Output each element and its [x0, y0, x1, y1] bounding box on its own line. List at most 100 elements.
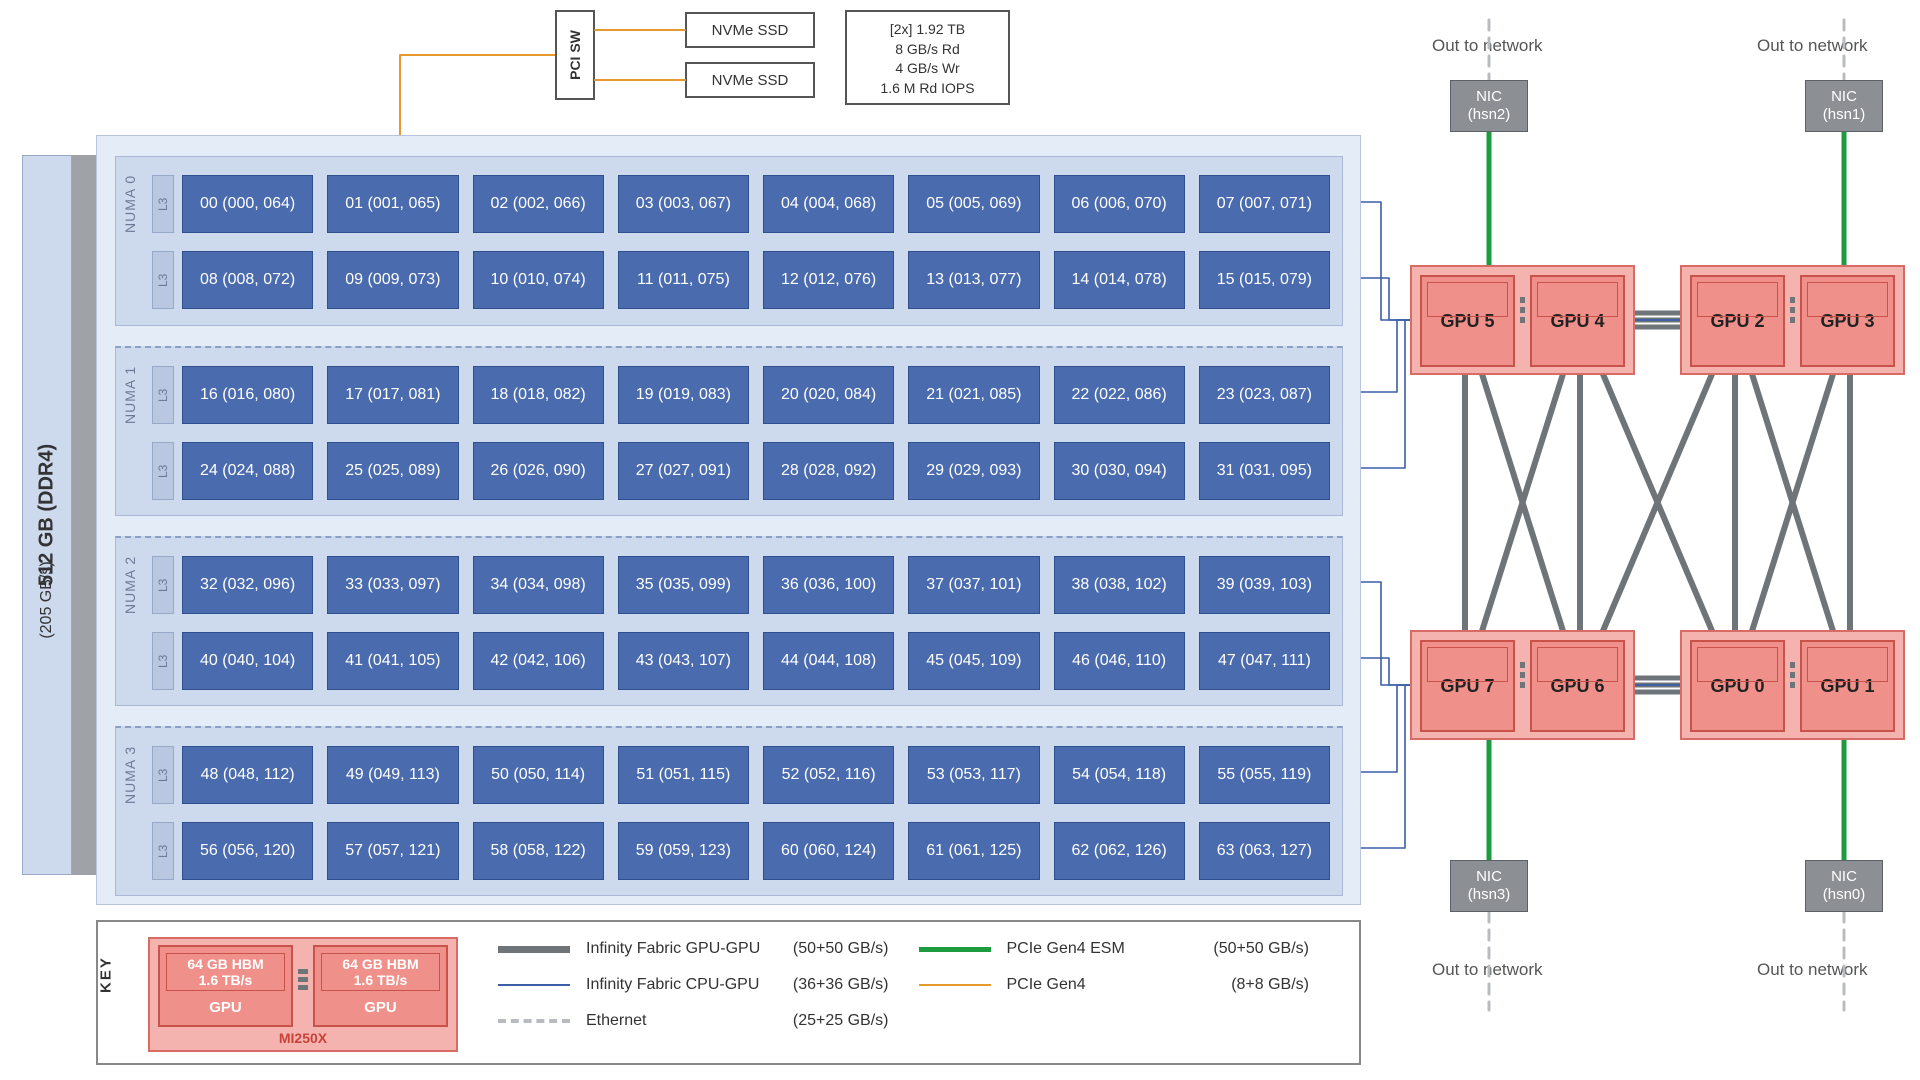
gpu-pair-tl: GPU 5 GPU 4 — [1410, 265, 1635, 375]
core-row: 48 (048, 112)49 (049, 113)50 (050, 114)5… — [182, 746, 1330, 804]
gpu-die: GPU 0 — [1690, 640, 1785, 732]
core-row: 16 (016, 080)17 (017, 081) 18 (018, 082)1… — [182, 366, 1330, 424]
cpu-core: 47 (047, 111) — [1199, 632, 1330, 690]
core-row: 56 (056, 120)57 (057, 121)58 (058, 122)5… — [182, 822, 1330, 880]
cpu-core: 00 (000, 064) — [182, 175, 313, 233]
cpu-core: 34 (034, 098) — [473, 556, 604, 614]
gpu-die: GPU 3 — [1800, 275, 1895, 367]
cpu-core: 02 (002, 066) — [473, 175, 604, 233]
gpu-die: GPU 4 — [1530, 275, 1625, 367]
cpu-core: 52 (052, 116) — [763, 746, 894, 804]
cpu-core: 60 (060, 124) — [763, 822, 894, 880]
core-row: 00 (000, 064)01 (001, 065)02 (002, 066)0… — [182, 175, 1330, 233]
cpu-core: 43 (043, 107) — [618, 632, 749, 690]
nic-hsn0: NIC(hsn0) — [1805, 860, 1883, 912]
cpu-core: 40 (040, 104) — [182, 632, 313, 690]
legend-items: Infinity Fabric GPU-GPU(50+50 GB/s) PCIe… — [498, 940, 1339, 1030]
cpu-core: 04 (004, 068) — [763, 175, 894, 233]
cpu-core: 22 (022, 086) — [1054, 366, 1185, 424]
cpu-core: 35 (035, 099) — [618, 556, 749, 614]
cpu-core: 31 (031, 095) — [1199, 442, 1330, 500]
cpu-core: 10 (010, 074) — [473, 251, 604, 309]
cpu-core: 16 (016, 080) — [182, 366, 313, 424]
numa-0: NUMA 0L300 (000, 064)01 (001, 065)02 (00… — [115, 156, 1343, 326]
l3-cache: L3 — [152, 556, 174, 614]
cpu-core: 49 (049, 113) — [327, 746, 458, 804]
legend: KEY 64 GB HBM1.6 TB/s GPU 64 GB HBM1.6 T… — [96, 920, 1361, 1065]
cpu-core: 44 (044, 108) — [763, 632, 894, 690]
ssd-specs: [2x] 1.92 TB 8 GB/s Rd 4 GB/s Wr 1.6 M R… — [845, 10, 1010, 105]
cpu-core: 45 (045, 109) — [908, 632, 1039, 690]
gpu-pair-bl: GPU 7 GPU 6 — [1410, 630, 1635, 740]
cpu-core: 38 (038, 102) — [1054, 556, 1185, 614]
cpu-core: 24 (024, 088) — [182, 442, 313, 500]
nic-hsn2: NIC(hsn2) — [1450, 80, 1528, 132]
core-row: 40 (040, 104)41 (041, 105)42 (042, 106)4… — [182, 632, 1330, 690]
cpu-core: 25 (025, 089) — [327, 442, 458, 500]
cpu-core: 63 (063, 127) — [1199, 822, 1330, 880]
cpu-core: 28 (028, 092) — [763, 442, 894, 500]
l3-cache: L3 — [152, 632, 174, 690]
gpu-die: GPU 7 — [1420, 640, 1515, 732]
network-label: Out to network — [1757, 960, 1868, 980]
network-label: Out to network — [1432, 960, 1543, 980]
nvme-ssd-0: NVMe SSD — [685, 12, 815, 48]
numa-2: NUMA 2L332 (032, 096)33 (033, 097)34 (03… — [115, 536, 1343, 706]
legend-row: Infinity Fabric GPU-GPU(50+50 GB/s) — [498, 940, 919, 958]
cpu-core: 37 (037, 101) — [908, 556, 1039, 614]
cpu-core: 18 (018, 082) — [473, 366, 604, 424]
gpu-die: GPU 1 — [1800, 640, 1895, 732]
gpu-die: GPU 2 — [1690, 275, 1785, 367]
l3-cache: L3 — [152, 822, 174, 880]
cpu-core: 13 (013, 077) — [908, 251, 1039, 309]
l3-cache: L3 — [152, 175, 174, 233]
legend-row: Infinity Fabric CPU-GPU(36+36 GB/s) — [498, 976, 919, 994]
memory-bw: (205 GB/s) — [38, 562, 56, 639]
cpu-core: 09 (009, 073) — [327, 251, 458, 309]
cpu-core: 42 (042, 106) — [473, 632, 604, 690]
network-label: Out to network — [1757, 36, 1868, 56]
memory-bus — [72, 155, 96, 875]
cpu-core: 58 (058, 122) — [473, 822, 604, 880]
cpu-core: 15 (015, 079) — [1199, 251, 1330, 309]
nvme-ssd-1: NVMe SSD — [685, 62, 815, 98]
pci-switch: PCI SW — [555, 10, 595, 100]
legend-gpu: 64 GB HBM1.6 TB/s GPU 64 GB HBM1.6 TB/s … — [148, 937, 458, 1052]
cpu-core: 20 (020, 084) — [763, 366, 894, 424]
cpu-core: 41 (041, 105) — [327, 632, 458, 690]
cpu-core: 33 (033, 097) — [327, 556, 458, 614]
cpu-core: 23 (023, 087) — [1199, 366, 1330, 424]
cpu-core: 05 (005, 069) — [908, 175, 1039, 233]
network-label: Out to network — [1432, 36, 1543, 56]
nic-hsn3: NIC(hsn3) — [1450, 860, 1528, 912]
gpu-pair-br: GPU 0 GPU 1 — [1680, 630, 1905, 740]
cpu-core: 14 (014, 078) — [1054, 251, 1185, 309]
cpu-core: 50 (050, 114) — [473, 746, 604, 804]
cpu-core: 17 (017, 081) — [327, 366, 458, 424]
core-row: 24 (024, 088)25 (025, 089)26 (026, 090)2… — [182, 442, 1330, 500]
legend-row: PCIe Gen4 ESM(50+50 GB/s) — [919, 940, 1340, 958]
cpu-core: 57 (057, 121) — [327, 822, 458, 880]
gpu-die: GPU 5 — [1420, 275, 1515, 367]
cpu-core: 06 (006, 070) — [1054, 175, 1185, 233]
cpu-core: 27 (027, 091) — [618, 442, 749, 500]
core-row: 32 (032, 096)33 (033, 097)34 (034, 098)3… — [182, 556, 1330, 614]
memory-bar: 512 GB (DDR4) (205 GB/s) — [22, 155, 72, 875]
cpu-panel: NUMA 0L300 (000, 064)01 (001, 065)02 (00… — [96, 135, 1361, 905]
cpu-core: 12 (012, 076) — [763, 251, 894, 309]
cpu-core: 53 (053, 117) — [908, 746, 1039, 804]
cpu-core: 36 (036, 100) — [763, 556, 894, 614]
cpu-core: 32 (032, 096) — [182, 556, 313, 614]
cpu-core: 62 (062, 126) — [1054, 822, 1185, 880]
legend-row: Ethernet(25+25 GB/s) — [498, 1012, 919, 1030]
l3-cache: L3 — [152, 366, 174, 424]
cpu-core: 08 (008, 072) — [182, 251, 313, 309]
core-row: 08 (008, 072)09 (009, 073) 10 (010, 074) 1… — [182, 251, 1330, 309]
cpu-core: 39 (039, 103) — [1199, 556, 1330, 614]
numa-3: NUMA 3L348 (048, 112)49 (049, 113)50 (05… — [115, 726, 1343, 896]
cpu-core: 30 (030, 094) — [1054, 442, 1185, 500]
cpu-core: 55 (055, 119) — [1199, 746, 1330, 804]
cpu-core: 54 (054, 118) — [1054, 746, 1185, 804]
legend-row: PCIe Gen4(8+8 GB/s) — [919, 976, 1340, 994]
cpu-core: 19 (019, 083) — [618, 366, 749, 424]
